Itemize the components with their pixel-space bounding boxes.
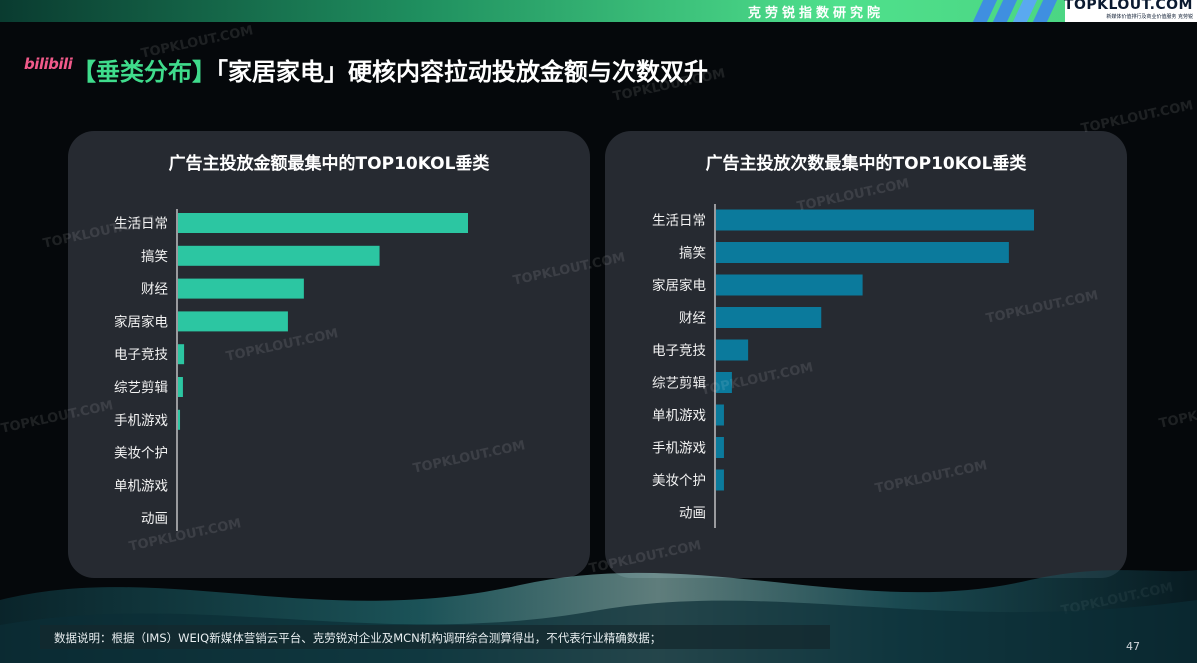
left-bar-6 [178,409,181,430]
page-number: 47 [1126,640,1140,653]
watermark: TOPKLOUT.COM [1157,393,1197,432]
right-bar-3 [716,307,822,328]
right-bar-6 [716,404,724,426]
left-category-label-5: 综艺剪辑 [114,380,168,396]
right-category-label-6: 单机游戏 [652,408,706,424]
right-bar-2 [716,274,863,296]
brand-name: TOPKLOUT.COM [1063,0,1193,13]
left-bar-1 [178,245,380,266]
brand-tagline: 新媒体价值排行及商业价值服务 克劳锐 [1106,14,1193,20]
left-category-label-8: 单机游戏 [114,478,168,494]
left-bar-3 [178,311,288,332]
institute-name: 克劳锐指数研究院 [748,6,885,21]
right-category-label-5: 综艺剪辑 [652,376,706,392]
left-category-label-0: 生活日常 [114,216,168,232]
title-highlight: 【垂类分布】 [72,58,216,86]
right-category-label-4: 电子竞技 [652,342,706,359]
watermark: TOPKLOUT.COM [1079,98,1195,137]
right-chart-title: 广告主投放次数最集中的TOP10KOL垂类 [705,154,1027,174]
right-category-label-3: 财经 [679,311,707,327]
left-bar-0 [178,213,468,233]
right-category-label-9: 动画 [679,506,706,522]
right-category-label-1: 搞笑 [679,246,706,262]
left-category-label-6: 手机游戏 [114,413,168,429]
left-bar-2 [178,278,304,299]
left-chart-title: 广告主投放金额最集中的TOP10KOL垂类 [168,154,490,174]
left-category-label-1: 搞笑 [141,249,168,265]
right-bar-0 [716,209,1034,231]
right-bar-8 [716,469,724,491]
left-category-label-9: 动画 [141,511,168,527]
left-category-label-4: 电子竞技 [114,346,168,363]
left-bar-4 [178,344,185,365]
bilibili-logo: bilibili [24,55,73,73]
left-bar-5 [178,377,183,397]
right-bar-5 [716,372,732,393]
right-bar-7 [716,437,724,458]
right-bar-4 [716,339,749,361]
right-bar-1 [716,242,1009,263]
title-main: 「家居家电」硬核内容拉动投放金额与次数双升 [216,58,708,86]
left-category-label-3: 家居家电 [114,313,168,330]
data-source-note: 数据说明：根据（IMS）WEIQ新媒体营销云平台、克劳锐对企业及MCN机构调研综… [54,631,662,645]
right-category-label-7: 手机游戏 [652,441,706,457]
footnote-box: 数据说明：根据（IMS）WEIQ新媒体营销云平台、克劳锐对企业及MCN机构调研综… [40,625,830,649]
right-chart-panel: 广告主投放次数最集中的TOP10KOL垂类 生活日常搞笑家居家电财经电子竞技综艺… [605,131,1127,578]
left-category-label-2: 财经 [141,282,168,298]
right-category-label-8: 美妆个护 [652,473,706,489]
right-category-label-2: 家居家电 [652,277,706,294]
right-category-label-0: 生活日常 [652,213,706,229]
page-title: 【垂类分布】「家居家电」硬核内容拉动投放金额与次数双升 [72,52,708,87]
left-category-label-7: 美妆个护 [114,446,168,462]
brand-logo: TOPKLOUT.COM 新媒体价值排行及商业价值服务 克劳锐 [1063,0,1197,22]
left-chart-panel: 广告主投放金额最集中的TOP10KOL垂类 生活日常搞笑财经家居家电电子竞技综艺… [68,131,590,578]
top-bar [0,0,1197,22]
